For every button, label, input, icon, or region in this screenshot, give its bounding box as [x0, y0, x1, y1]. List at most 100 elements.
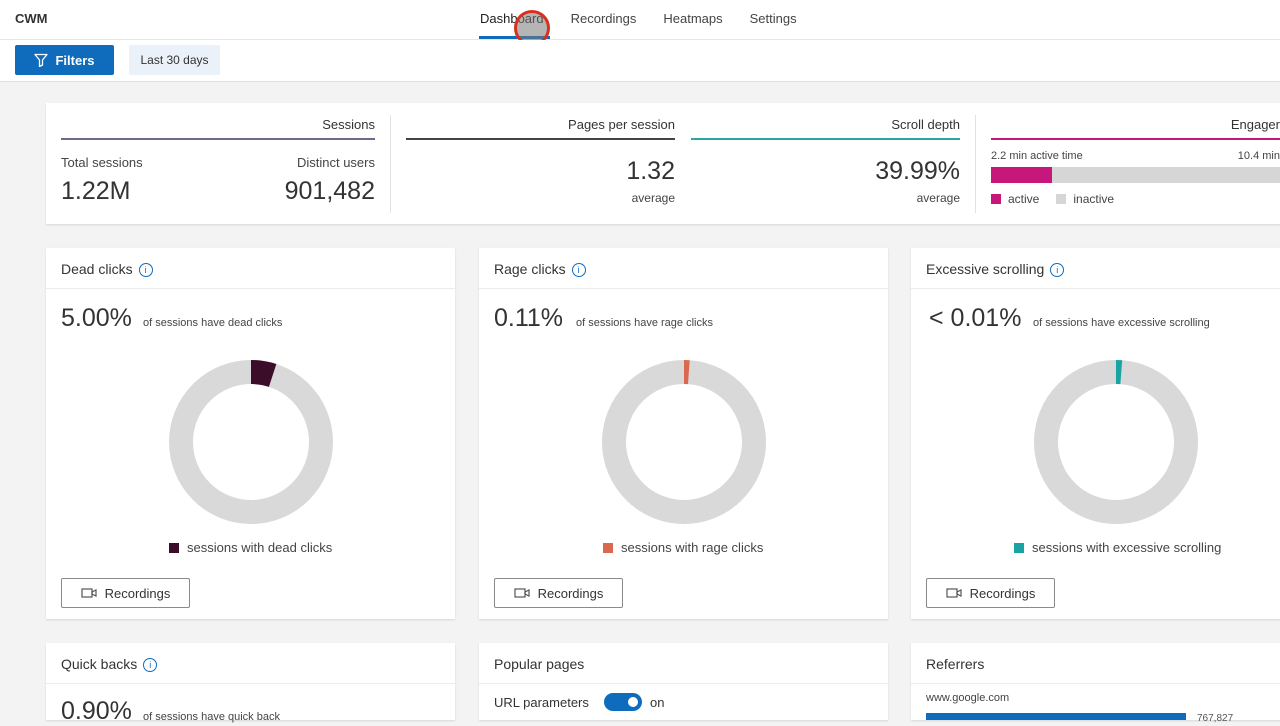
panel-header: Quick backs i: [46, 643, 455, 684]
active-time-label: 2.2 min active time: [991, 150, 1083, 162]
tab-recordings[interactable]: Recordings: [571, 0, 637, 39]
panel-header: Rage clicks i: [479, 248, 888, 289]
sessions-accent-line: [61, 138, 375, 140]
pages-per-session-caption: average: [406, 191, 675, 205]
video-camera-icon: [946, 587, 962, 599]
url-parameters-label: URL parameters: [494, 695, 589, 710]
summary-card: Sessions Total sessions 1.22M Distinct u…: [46, 103, 1280, 224]
panel-header: Referrers: [911, 643, 1280, 684]
referrers-panel: Referrers www.google.com 767,827: [911, 643, 1280, 720]
panel-title: Quick backs i: [61, 656, 157, 672]
recordings-button[interactable]: Recordings: [926, 578, 1055, 608]
recordings-button[interactable]: Recordings: [61, 578, 190, 608]
dead-clicks-description: of sessions have dead clicks: [143, 317, 282, 329]
scroll-depth-caption: average: [691, 191, 960, 205]
total-time-label: 10.4 min: [1126, 150, 1280, 162]
excessive-scrolling-legend: sessions with excessive scrolling: [1014, 540, 1221, 555]
quick-backs-percent: 0.90%: [61, 697, 132, 726]
dead-clicks-legend: sessions with dead clicks: [169, 540, 332, 555]
distinct-users-value: 901,482: [226, 177, 375, 206]
legend-swatch: [1014, 543, 1024, 553]
recordings-label: Recordings: [538, 586, 604, 601]
info-icon[interactable]: i: [1050, 263, 1064, 277]
panel-title-text: Excessive scrolling: [926, 261, 1044, 277]
panel-title: Dead clicks i: [61, 261, 153, 277]
engagement-legend: active inactive: [991, 192, 1114, 206]
tab-heatmaps[interactable]: Heatmaps: [663, 0, 722, 39]
top-bar: CWM Dashboard Recordings Heatmaps Settin…: [0, 0, 1280, 40]
inactive-legend-label: inactive: [1073, 192, 1114, 206]
url-parameters-toggle[interactable]: [604, 693, 642, 711]
app-title: CWM: [15, 11, 48, 26]
engagement-title: Engager: [991, 117, 1280, 132]
referrer-bar: [926, 713, 1186, 720]
legend-swatch: [169, 543, 179, 553]
rage-clicks-legend: sessions with rage clicks: [603, 540, 763, 555]
panel-header: Dead clicks i: [46, 248, 455, 289]
inactive-swatch: [1056, 194, 1066, 204]
recordings-button[interactable]: Recordings: [494, 578, 623, 608]
pages-per-session-accent-line: [406, 138, 675, 140]
excessive-scrolling-panel: Excessive scrolling i < 0.01% of sessions…: [911, 248, 1280, 619]
scroll-depth-value: 39.99%: [691, 157, 960, 186]
info-icon[interactable]: i: [572, 263, 586, 277]
pages-per-session-title: Pages per session: [406, 117, 675, 132]
total-sessions-label: Total sessions: [61, 155, 143, 170]
legend-label: sessions with excessive scrolling: [1032, 540, 1221, 555]
recordings-label: Recordings: [105, 586, 171, 601]
video-camera-icon: [514, 587, 530, 599]
dead-clicks-panel: Dead clicks i 5.00% of sessions have dead…: [46, 248, 455, 619]
panel-title-text: Dead clicks: [61, 261, 133, 277]
distinct-users-label: Distinct users: [226, 155, 375, 170]
legend-label: sessions with rage clicks: [621, 540, 763, 555]
filters-label: Filters: [55, 53, 94, 68]
tab-settings[interactable]: Settings: [750, 0, 797, 39]
legend-label: sessions with dead clicks: [187, 540, 332, 555]
filter-toolbar: Filters Last 30 days: [0, 40, 1280, 82]
divider: [975, 115, 976, 213]
date-range-button[interactable]: Last 30 days: [129, 45, 220, 75]
active-swatch: [991, 194, 1001, 204]
recordings-label: Recordings: [970, 586, 1036, 601]
quick-backs-description: of sessions have quick back: [143, 711, 280, 723]
panel-header: Excessive scrolling i: [911, 248, 1280, 289]
info-icon[interactable]: i: [143, 658, 157, 672]
scroll-depth-accent-line: [691, 138, 960, 140]
filters-button[interactable]: Filters: [15, 45, 114, 75]
popular-pages-panel: Popular pages URL parameters on: [479, 643, 888, 720]
sessions-title: Sessions: [61, 117, 375, 132]
panel-title: Rage clicks i: [494, 261, 586, 277]
toggle-state-label: on: [650, 695, 664, 710]
active-legend-label: active: [1008, 192, 1039, 206]
dead-clicks-donut: [167, 358, 335, 526]
excessive-scrolling-percent: < 0.01%: [929, 304, 1021, 333]
rage-clicks-donut: [600, 358, 768, 526]
rage-clicks-percent: 0.11%: [494, 304, 563, 333]
panel-title-text: Quick backs: [61, 656, 137, 672]
excessive-scrolling-description: of sessions have excessive scrolling: [1033, 317, 1210, 329]
engagement-active-fill: [991, 167, 1052, 183]
excessive-scrolling-donut: [1032, 358, 1200, 526]
panel-header: Popular pages: [479, 643, 888, 684]
donut-segment: [251, 372, 273, 375]
divider: [390, 115, 391, 213]
info-icon[interactable]: i: [139, 263, 153, 277]
scroll-depth-title: Scroll depth: [691, 117, 960, 132]
rage-clicks-description: of sessions have rage clicks: [576, 317, 713, 329]
referrer-item-label[interactable]: www.google.com: [926, 692, 1009, 704]
donut-track: [181, 372, 321, 512]
rage-clicks-panel: Rage clicks i 0.11% of sessions have rage…: [479, 248, 888, 619]
total-sessions-value: 1.22M: [61, 177, 130, 206]
video-camera-icon: [81, 587, 97, 599]
referrer-value: 767,827: [1197, 713, 1233, 724]
engagement-accent-line: [991, 138, 1280, 140]
donut-track: [1046, 372, 1186, 512]
pages-per-session-value: 1.32: [406, 157, 675, 186]
filter-icon: [34, 53, 48, 67]
engagement-bar: [991, 167, 1280, 183]
dead-clicks-percent: 5.00%: [61, 304, 132, 333]
panel-title-text: Rage clicks: [494, 261, 566, 277]
panel-title: Popular pages: [494, 656, 584, 672]
legend-swatch: [603, 543, 613, 553]
